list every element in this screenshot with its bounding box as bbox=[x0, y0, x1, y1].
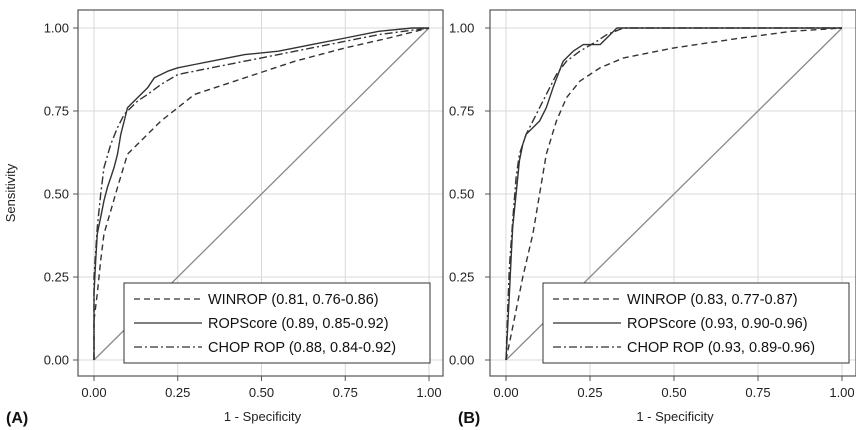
x-tick-label: 1.00 bbox=[416, 385, 441, 400]
x-tick-label: 0.75 bbox=[333, 385, 358, 400]
panel-b: 0.00 0.25 0.50 0.75 1.00 0.00 0.25 0.50 0.75 1.00… bbox=[449, 9, 856, 427]
x-tick-label: 0.25 bbox=[165, 385, 190, 400]
legend-entry-label: CHOP ROP (0.88, 0.84-0.92) bbox=[208, 340, 396, 356]
roc-series-line bbox=[93, 27, 429, 360]
x-axis-title: 1 - Specificity bbox=[636, 409, 714, 424]
legend-entry-label: ROPScore (0.93, 0.90-0.96) bbox=[627, 316, 808, 332]
x-tick-label: 0.50 bbox=[249, 385, 274, 400]
plot-frame bbox=[77, 9, 444, 377]
panel-label: (A) bbox=[6, 410, 28, 427]
roc-series-line bbox=[93, 27, 430, 360]
x-tick-label: 0.75 bbox=[745, 385, 770, 400]
x-axis-title: 1 - Specificity bbox=[224, 409, 302, 424]
x-tick-label: 0.25 bbox=[577, 385, 602, 400]
y-tick-label: 1.00 bbox=[44, 21, 69, 36]
y-tick-label: 0.75 bbox=[449, 104, 474, 119]
y-tick-label: 0.50 bbox=[44, 187, 69, 202]
y-tick-label: 0.25 bbox=[44, 270, 69, 285]
x-tick-label: 0.50 bbox=[661, 385, 686, 400]
y-tick-label: 0.50 bbox=[449, 187, 474, 202]
roc-series-line bbox=[505, 27, 842, 361]
legend: WINROP (0.83, 0.77-0.87) ROPScore (0.93, … bbox=[542, 282, 850, 364]
x-tick-label: 0.00 bbox=[81, 385, 106, 400]
y-tick-label: 0.00 bbox=[449, 353, 474, 368]
legend-entry-label: WINROP (0.83, 0.77-0.87) bbox=[627, 292, 798, 308]
y-tick-label: 1.00 bbox=[449, 21, 474, 36]
roc-series-line bbox=[93, 27, 430, 360]
panel-label: (B) bbox=[458, 410, 480, 427]
y-tick-label: 0.75 bbox=[44, 104, 69, 119]
x-tick-label: 1.00 bbox=[829, 385, 854, 400]
legend-entry-label: WINROP (0.81, 0.76-0.86) bbox=[208, 292, 379, 308]
legend-entry-label: ROPScore (0.89, 0.85-0.92) bbox=[208, 316, 389, 332]
y-axis-title: Sensitivity bbox=[3, 163, 18, 222]
legend-entry-label: CHOP ROP (0.93, 0.89-0.96) bbox=[627, 340, 815, 356]
x-tick-label: 0.00 bbox=[493, 385, 518, 400]
panel-a: 0.00 0.25 0.50 0.75 1.00 0.00 0.25 0.50 0.75 1.00… bbox=[3, 9, 444, 427]
plot-frame bbox=[489, 9, 856, 377]
y-tick-label: 0.00 bbox=[44, 353, 69, 368]
y-tick-label: 0.25 bbox=[449, 270, 474, 285]
legend: WINROP (0.81, 0.76-0.86) ROPScore (0.89, … bbox=[123, 282, 431, 364]
